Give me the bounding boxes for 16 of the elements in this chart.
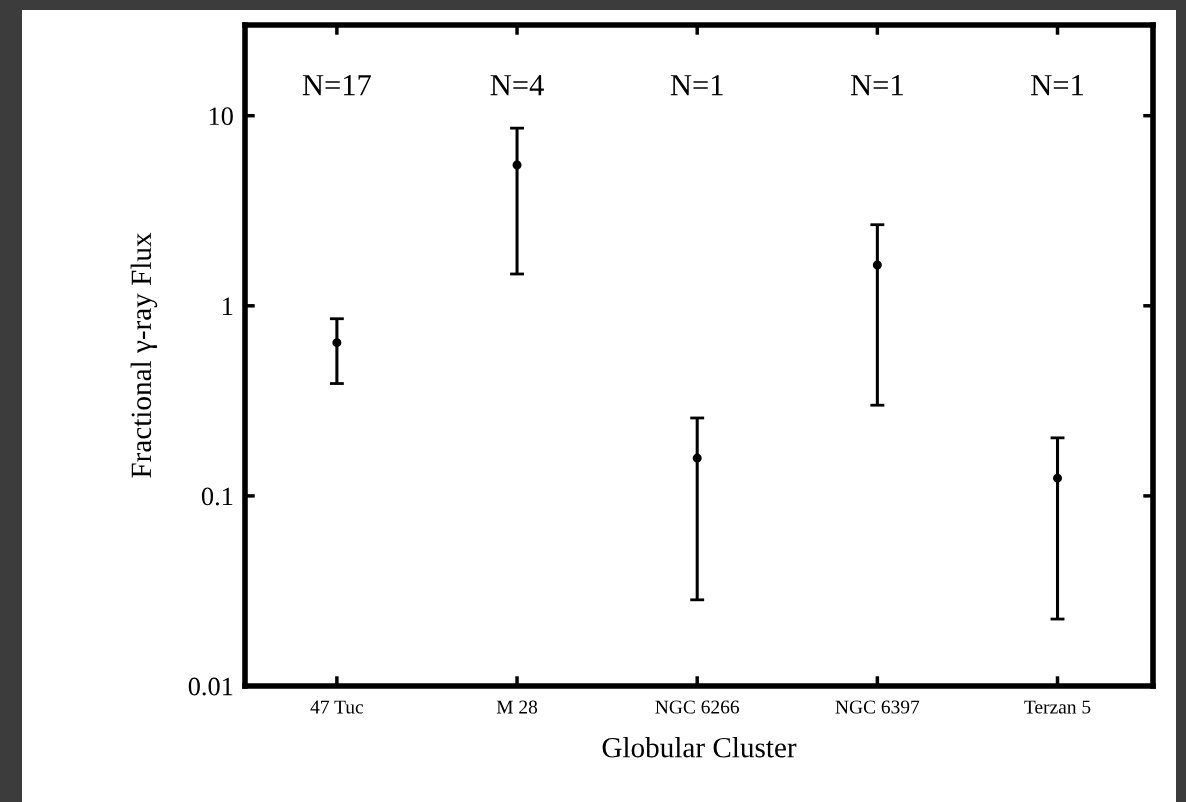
y-tick-label: 1 [223,297,233,315]
y-tick-label: 10 [209,107,233,126]
annotation: N=1 [670,74,723,96]
x-axis-title: Globular Cluster [602,736,797,758]
annotation: N=1 [850,74,903,96]
x-tick-label: M 28 [496,700,538,714]
annotation: N=1 [1031,74,1083,96]
annotation: N=4 [490,75,544,96]
y-tick-label: 0.1 [201,487,233,506]
x-tick-label: 47 Tuc [310,700,364,714]
x-tick-label: NGC 6266 [655,700,740,714]
y-tick-label: 0.01 [188,677,233,696]
x-tick-label: NGC 6397 [835,700,920,714]
annotation: N=17 [302,74,371,96]
x-tick-label: Terzan 5 [1024,700,1091,714]
y-axis-title: Fractional γ-ray Flux [130,232,158,478]
